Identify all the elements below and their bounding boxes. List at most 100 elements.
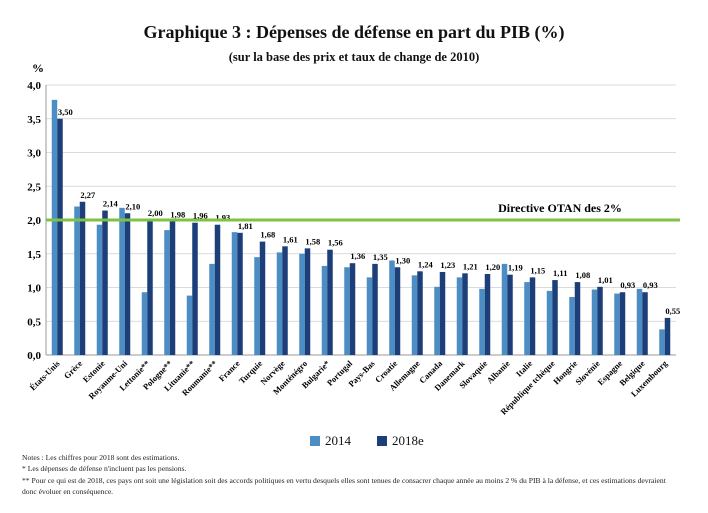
bar-2014 <box>186 295 193 355</box>
bar-2018e <box>102 210 108 355</box>
legend-item-2018e: 2018e <box>377 433 424 449</box>
bar-2014 <box>434 286 440 355</box>
bar-2014 <box>51 99 58 355</box>
bar-2014 <box>141 292 148 355</box>
data-label: 1,23 <box>440 260 455 270</box>
note-1: Notes : Les chiffres pour 2018 sont des … <box>22 453 180 462</box>
y-tick-label: 2,0 <box>27 215 41 227</box>
note-2: * Les dépenses de défense n'incluent pas… <box>22 464 187 474</box>
data-label: 1,20 <box>485 262 500 272</box>
data-label: 1,01 <box>598 275 613 285</box>
legend: 2014 2018e <box>310 433 450 449</box>
bar-2014 <box>659 329 665 355</box>
bar-2014 <box>546 290 553 355</box>
bar-2014 <box>411 275 418 355</box>
bar-2018e <box>619 292 626 355</box>
bar-2014 <box>501 263 508 355</box>
data-label: 0,55 <box>665 306 680 316</box>
data-label: 2,00 <box>148 208 163 218</box>
bar-2018e <box>327 249 333 355</box>
legend-swatch-2018e <box>377 436 387 446</box>
bar-2018e <box>462 273 468 355</box>
data-label: 1,15 <box>530 265 545 275</box>
bar-2014 <box>254 257 260 355</box>
bar-2018e <box>259 241 266 355</box>
legend-item-2014: 2014 <box>310 433 351 449</box>
data-label: 1,61 <box>283 234 298 244</box>
data-label: 1,35 <box>373 252 388 262</box>
data-label: 1,08 <box>575 270 590 280</box>
bar-2014 <box>591 289 598 355</box>
data-label: 1,11 <box>553 268 567 278</box>
bar-2018e <box>169 221 176 355</box>
data-label: 2,14 <box>103 199 119 209</box>
data-label: 1,93 <box>215 213 230 223</box>
data-label: 1,21 <box>463 261 478 271</box>
bar-2018e <box>439 271 446 355</box>
bar-2018e <box>282 246 288 355</box>
bar-2018e <box>79 201 86 355</box>
otan-target-label: Directive OTAN des 2% <box>498 201 622 215</box>
bar-2018e <box>394 267 401 355</box>
bar-2014 <box>569 296 575 355</box>
data-label: 0,93 <box>620 280 635 290</box>
data-label: 1,36 <box>350 251 365 261</box>
bar-2018e <box>507 274 513 355</box>
y-tick-label: 0,0 <box>27 350 41 362</box>
bar-2018e <box>417 271 423 355</box>
data-label: 1,19 <box>508 263 523 273</box>
bar-2014 <box>614 293 620 355</box>
bar-2018e <box>57 118 63 355</box>
note-3: ** Pour ce qui est de 2018, ces pays ont… <box>22 475 666 496</box>
bar-2018e <box>372 263 378 355</box>
bar-2014 <box>119 207 125 355</box>
chart-title: Graphique 3 : Dépenses de défense en par… <box>143 22 565 42</box>
data-label: 1,58 <box>305 236 320 246</box>
bar-2018e <box>529 277 536 355</box>
bar-2018e <box>124 213 131 355</box>
data-label: 1,30 <box>395 255 410 265</box>
bar-2014 <box>209 263 215 355</box>
bar-2018e <box>304 248 311 355</box>
bar-2018e <box>664 317 671 355</box>
bar-2018e <box>349 263 356 355</box>
x-tick-label: États-Unis <box>28 358 63 393</box>
bar-2014 <box>321 265 328 355</box>
bar-2014 <box>231 232 238 355</box>
bar-2018e <box>237 232 243 355</box>
bar-2014 <box>456 277 463 355</box>
y-tick-label: 3,0 <box>27 148 41 160</box>
data-label: 1,98 <box>170 209 185 219</box>
bar-2018e <box>574 282 581 355</box>
data-label: 0,93 <box>643 280 658 290</box>
bar-2014 <box>479 288 485 355</box>
bar-2018e <box>192 222 198 355</box>
bar-2014 <box>636 288 643 355</box>
bar-2014 <box>96 224 103 355</box>
bar-2014 <box>164 230 170 355</box>
data-label: 2,10 <box>125 201 140 211</box>
legend-swatch-2014 <box>310 436 320 446</box>
data-label: 1,96 <box>193 211 208 221</box>
bar-2014 <box>299 253 305 355</box>
data-label: 3,50 <box>58 107 73 117</box>
y-tick-label: 4,0 <box>27 80 41 92</box>
bar-2014 <box>74 206 80 355</box>
y-tick-label: 3,5 <box>27 114 41 126</box>
bar-2018e <box>214 224 221 355</box>
y-axis-unit-label: % <box>32 61 44 75</box>
legend-label-2014: 2014 <box>325 433 351 448</box>
data-label: 1,56 <box>328 238 343 248</box>
bar-2018e <box>552 280 558 355</box>
bar-2014 <box>389 260 395 355</box>
bar-2018e <box>597 286 603 355</box>
data-label: 1,81 <box>238 221 253 231</box>
legend-label-2018e: 2018e <box>392 433 424 448</box>
chart-subtitle: (sur la base des prix et taux de change … <box>228 50 480 64</box>
bar-2018e <box>642 292 648 355</box>
bar-2014 <box>276 252 283 355</box>
data-label: 1,24 <box>418 259 434 269</box>
bar-2014 <box>524 282 530 355</box>
data-label: 1,68 <box>260 230 275 240</box>
y-tick-label: 1,5 <box>27 249 41 261</box>
